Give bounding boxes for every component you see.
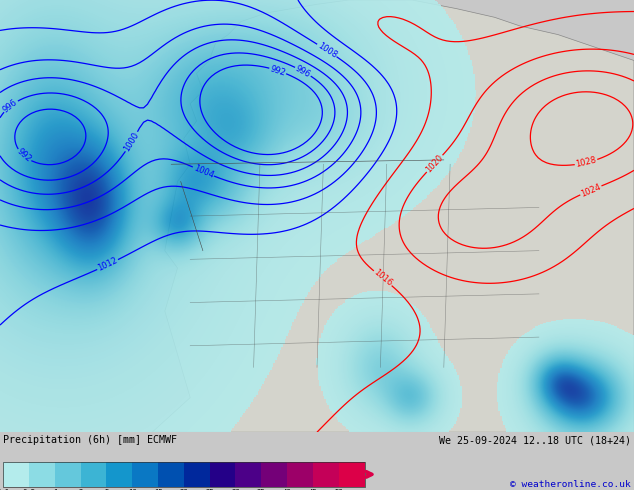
- Text: 30: 30: [231, 489, 240, 490]
- Text: 50: 50: [334, 489, 343, 490]
- Text: 35: 35: [257, 489, 266, 490]
- Text: 996: 996: [1, 98, 20, 115]
- Text: 992: 992: [269, 64, 287, 77]
- Bar: [235, 462, 261, 487]
- Text: 1008: 1008: [316, 41, 339, 60]
- Bar: [29, 462, 55, 487]
- Text: 10: 10: [128, 489, 136, 490]
- Bar: [55, 462, 81, 487]
- Text: 0.1: 0.1: [0, 489, 10, 490]
- Text: 15: 15: [153, 489, 162, 490]
- Text: 40: 40: [283, 489, 292, 490]
- Text: 996: 996: [294, 64, 312, 79]
- Text: 1004: 1004: [192, 163, 215, 180]
- Text: 1016: 1016: [372, 268, 394, 289]
- Bar: [287, 462, 313, 487]
- Bar: [261, 462, 287, 487]
- Text: Precipitation (6h) [mm] ECMWF: Precipitation (6h) [mm] ECMWF: [3, 435, 177, 445]
- Bar: [158, 462, 184, 487]
- Text: 20: 20: [179, 489, 188, 490]
- Text: 1000: 1000: [122, 130, 141, 153]
- Text: 0.5: 0.5: [22, 489, 36, 490]
- Bar: [184, 462, 210, 487]
- Text: We 25-09-2024 12..18 UTC (18+24): We 25-09-2024 12..18 UTC (18+24): [439, 435, 631, 445]
- Text: 45: 45: [309, 489, 317, 490]
- Text: 1: 1: [53, 489, 57, 490]
- Bar: [3, 462, 29, 487]
- Text: © weatheronline.co.uk: © weatheronline.co.uk: [510, 480, 631, 489]
- Text: 1012: 1012: [96, 256, 119, 273]
- Text: 2: 2: [79, 489, 83, 490]
- Polygon shape: [152, 0, 634, 432]
- Text: 1028: 1028: [575, 156, 597, 170]
- Text: 1024: 1024: [579, 182, 602, 198]
- Bar: [133, 462, 158, 487]
- Text: 1020: 1020: [424, 153, 445, 174]
- Bar: [210, 462, 235, 487]
- Bar: [313, 462, 339, 487]
- Bar: [81, 462, 107, 487]
- Text: 25: 25: [205, 489, 214, 490]
- Bar: [107, 462, 133, 487]
- Text: 5: 5: [104, 489, 108, 490]
- Text: 992: 992: [15, 147, 33, 164]
- Bar: [3, 462, 365, 487]
- Bar: [339, 462, 365, 487]
